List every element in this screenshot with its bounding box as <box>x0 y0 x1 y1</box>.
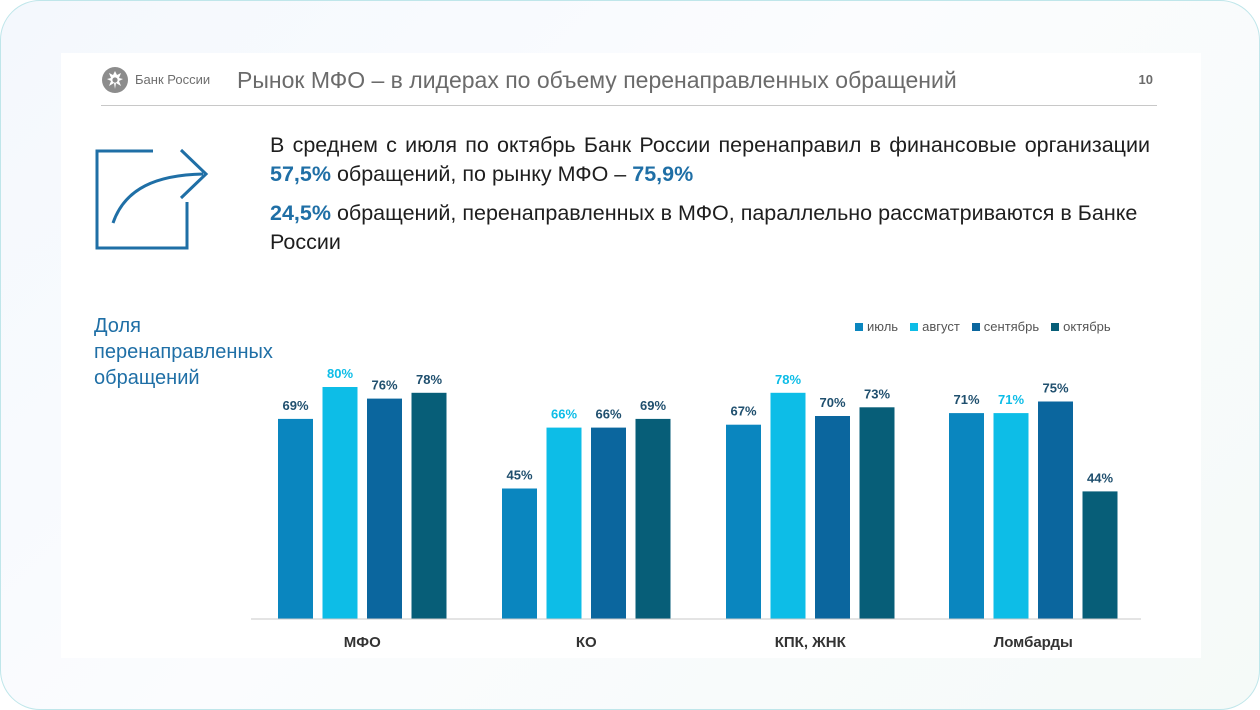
share-all-value: 57,5% <box>270 162 331 186</box>
bar <box>322 387 358 619</box>
chart-legend: июль август сентябрь октябрь <box>855 319 1111 334</box>
bar <box>367 398 402 619</box>
summary-paragraph-2: 24,5% обращений, перенаправленных в МФО,… <box>270 199 1150 257</box>
logo-text: Банк России <box>135 72 211 87</box>
chart-title-line-1: Доля <box>94 315 141 337</box>
bar <box>859 407 895 619</box>
data-label: 80% <box>327 366 353 381</box>
bar <box>278 418 313 619</box>
bar <box>546 427 582 619</box>
page-number: 10 <box>1138 72 1153 87</box>
bank-of-russia-emblem-icon <box>102 67 128 93</box>
bar <box>815 416 850 619</box>
summary-text: В среднем с июля по октябрь Банк России … <box>270 131 1150 257</box>
data-label: 67% <box>730 404 756 419</box>
bar <box>726 424 761 619</box>
legend-swatch <box>1051 322 1060 331</box>
legend-swatch <box>910 322 919 331</box>
category-label: КПК, ЖНК <box>775 634 847 651</box>
data-label: 76% <box>371 378 397 393</box>
chart-title-line-3: обращений <box>94 367 200 389</box>
summary-text-2: обращений, по рынку МФО – <box>330 162 633 186</box>
bar <box>411 392 447 619</box>
data-label: 66% <box>551 407 577 422</box>
bar <box>591 427 626 619</box>
bar <box>635 418 671 619</box>
category-label: МФО <box>344 634 381 651</box>
data-label: 73% <box>864 386 890 401</box>
data-label: 69% <box>282 398 308 413</box>
legend-item-july: июль <box>855 319 898 334</box>
data-label: 71% <box>998 392 1024 407</box>
summary-text-3: обращений, перенаправленных в МФО, парал… <box>270 201 1138 254</box>
bank-logo: Банк России <box>101 66 221 96</box>
bar <box>502 488 537 619</box>
chart-title-line-2: перенаправленных <box>94 341 273 363</box>
legend-label: август <box>922 319 960 334</box>
parallel-share-value: 24,5% <box>270 201 331 225</box>
legend-item-september: сентябрь <box>971 319 1040 334</box>
chart-title: Доля перенаправленных обращений <box>94 313 304 391</box>
data-label: 69% <box>640 398 666 413</box>
page-title: Рынок МФО – в лидерах по объему перенапр… <box>237 67 957 93</box>
bar <box>993 413 1029 619</box>
legend-label: сентябрь <box>983 319 1040 334</box>
share-mfo-value: 75,9% <box>632 162 694 186</box>
data-label: 71% <box>953 392 979 407</box>
legend-label: октябрь <box>1063 319 1111 334</box>
legend-item-october: октябрь <box>1051 319 1111 334</box>
bar <box>1082 491 1118 619</box>
bar <box>1038 401 1073 619</box>
slide: Банк России Рынок МФО – в лидерах по объ… <box>61 53 1201 658</box>
data-label: 70% <box>819 395 845 410</box>
bar <box>949 413 984 619</box>
data-label: 44% <box>1087 470 1113 485</box>
summary-text-1: В среднем с июля по октябрь Банк России … <box>270 133 1150 157</box>
data-label: 75% <box>1042 381 1068 396</box>
data-label: 66% <box>595 407 621 422</box>
category-label: КО <box>576 634 597 651</box>
share-arrow-icon <box>95 148 209 250</box>
data-label: 78% <box>775 372 801 387</box>
summary-paragraph-1: В среднем с июля по октябрь Банк России … <box>270 131 1150 189</box>
legend-swatch <box>971 322 980 331</box>
bar-chart: 69% 80% 76% 78% МФО 45% 66% 66% 69% КО 67% 78% 70% 73… <box>251 366 1141 651</box>
legend-item-august: август <box>910 319 960 334</box>
legend-swatch <box>855 322 863 331</box>
data-label: 78% <box>416 372 442 387</box>
category-label: Ломбарды <box>994 634 1073 651</box>
data-label: 45% <box>506 468 532 483</box>
legend-label: июль <box>867 319 899 334</box>
slide-header: Банк России Рынок МФО – в лидерах по объ… <box>101 63 1157 106</box>
bar <box>770 392 806 619</box>
